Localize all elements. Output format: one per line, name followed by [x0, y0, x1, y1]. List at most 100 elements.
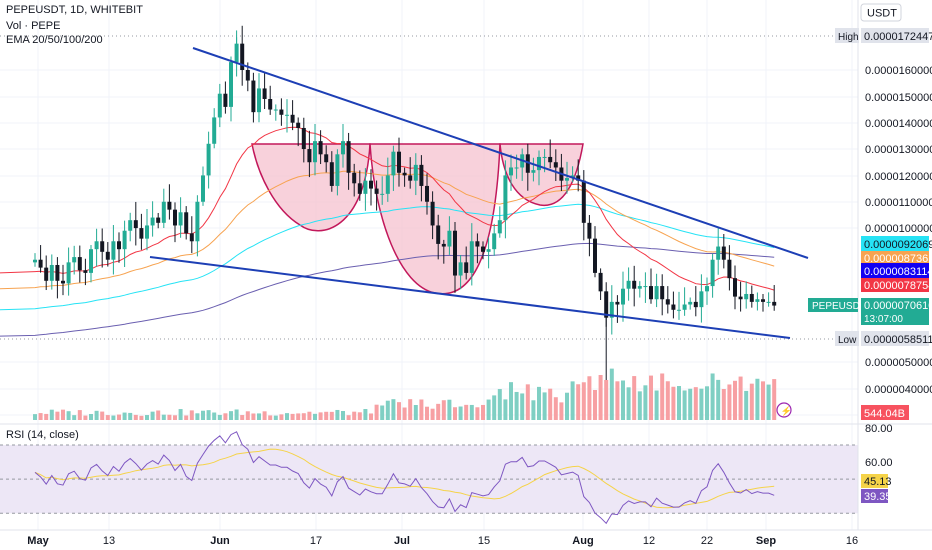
volume-bar [374, 404, 379, 420]
volume-bar [413, 405, 418, 420]
candle-body [637, 286, 642, 289]
volume-bar [61, 409, 65, 420]
candle-body [83, 270, 88, 273]
candle-body [677, 309, 681, 311]
ema20-line [0, 126, 775, 291]
candle-body [72, 257, 77, 263]
time-tick-label: 15 [478, 535, 490, 547]
candle-body [161, 201, 166, 223]
candle-body [150, 217, 155, 226]
volume-bar [744, 390, 749, 420]
candle-body [139, 228, 144, 239]
candle-body [671, 304, 676, 310]
volume-bar [576, 384, 581, 420]
volume-bar [184, 415, 189, 420]
time-tick-label: 22 [701, 535, 713, 547]
volume-bar [677, 386, 681, 420]
volume-bar [492, 395, 497, 420]
volume-bar [111, 415, 116, 420]
volume-bar [660, 373, 665, 420]
volume-bar [665, 381, 670, 420]
candle-body [772, 301, 777, 306]
volume-bar [335, 409, 340, 420]
volume-bar [565, 392, 569, 420]
candle-body [581, 180, 586, 223]
time-tick-label: May [27, 535, 49, 547]
rsi-tick-label: 80.00 [865, 423, 893, 435]
volume-bar [217, 414, 222, 420]
price-axis: 0.0000160000 0.0000150000 0.0000140000 0.00… [808, 0, 932, 530]
volume-bar [301, 413, 306, 420]
volume-bar [441, 400, 446, 420]
candle-body [716, 246, 721, 260]
volume-bar [307, 411, 312, 420]
volume-bar [324, 411, 329, 420]
candle-body [509, 167, 513, 176]
volume-bar [626, 387, 631, 420]
candle-body [744, 293, 749, 300]
volume-bar [525, 384, 530, 420]
time-tick-label: Jul [394, 535, 410, 547]
volume-bar [122, 412, 127, 420]
volume-bar [318, 412, 323, 420]
candle-body [329, 162, 334, 186]
candle-body [447, 230, 452, 247]
lightning-glyph: ⚡ [781, 405, 792, 417]
candle-body [643, 286, 648, 288]
volume-bar [363, 409, 368, 420]
volume-bar [688, 388, 693, 420]
upper-trendline [192, 47, 809, 259]
candle-body [458, 262, 463, 276]
candle-body [475, 241, 480, 247]
candle-body [285, 114, 289, 116]
volume-bar [408, 399, 413, 420]
ema100-line [0, 203, 775, 311]
candle-body [156, 217, 161, 223]
volume-bar [273, 415, 278, 420]
volume-bar [772, 379, 777, 420]
ema200-line [0, 242, 775, 337]
last-price-value: 0.0000070610 [864, 300, 932, 312]
candle-body [609, 301, 614, 318]
volume-bar [738, 376, 743, 420]
volume-bar [83, 415, 88, 420]
ema50-line [0, 170, 775, 290]
rsi-title: RSI (14, close) [6, 429, 79, 441]
candle-body [257, 88, 261, 113]
candle-body [296, 122, 301, 128]
candle-body [290, 114, 295, 123]
candle-body [469, 241, 474, 273]
candle-body [195, 201, 200, 242]
symbol-title: PEPEUSDT, 1D, WHITEBIT [6, 4, 143, 16]
candle-body [55, 264, 60, 281]
volume-price-value: 544.04B [864, 408, 905, 420]
candle-body [279, 109, 284, 115]
volume-bar [279, 414, 284, 420]
time-tick-label: 13 [103, 535, 115, 547]
volume-bar [486, 399, 491, 420]
volume-bar [391, 399, 396, 420]
lightning-icon [776, 402, 792, 418]
volume-bar [464, 404, 469, 420]
ema-legend: EMA 20/50/100/200 [6, 34, 103, 46]
volume-bar [721, 388, 726, 420]
last-price-tag [861, 298, 929, 325]
candle-body [699, 291, 704, 308]
candle-body [430, 201, 435, 226]
volume-bar [542, 392, 547, 420]
candle-body [133, 220, 138, 229]
bar-countdown: 13:07:00 [864, 314, 903, 325]
volume-bar [117, 414, 121, 420]
candle-body [223, 93, 228, 107]
candle-body [425, 185, 429, 202]
rsi-pane: RSI (14, close) [0, 429, 858, 525]
volume-bar [189, 410, 194, 420]
candle-body [710, 259, 715, 287]
volume-bar [341, 411, 345, 420]
volume-bar [609, 368, 614, 420]
volume-bar [453, 407, 457, 420]
high-label: High [838, 32, 859, 43]
volume-bar [755, 378, 760, 420]
volume-bar [425, 406, 429, 420]
